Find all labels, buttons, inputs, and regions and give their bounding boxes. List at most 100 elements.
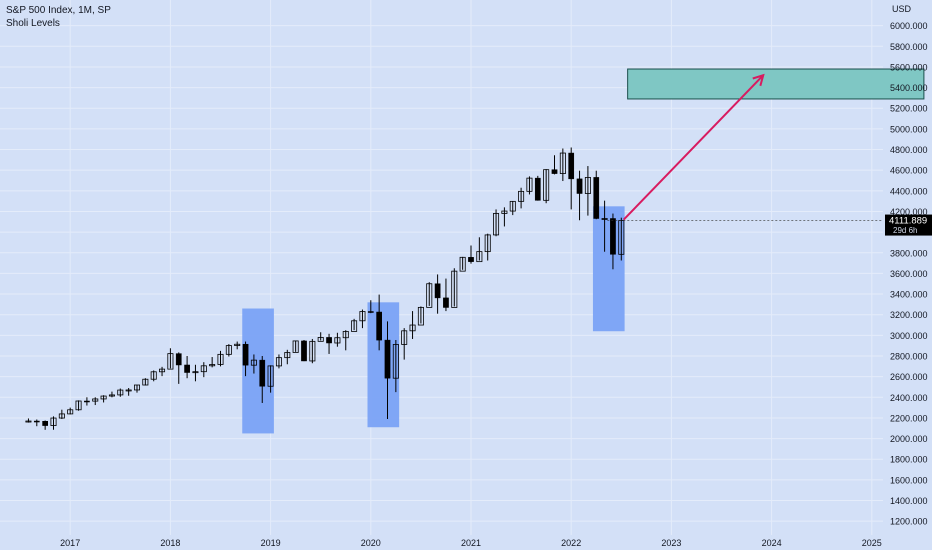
candle-body xyxy=(142,378,149,386)
candle xyxy=(501,207,508,227)
candle-body xyxy=(192,371,199,374)
candle xyxy=(284,349,291,365)
candle-body xyxy=(509,200,516,212)
candle-body xyxy=(292,340,299,353)
candle-body xyxy=(401,330,408,345)
arrow-head xyxy=(752,73,765,87)
candle-body xyxy=(526,177,533,192)
candle xyxy=(259,356,266,403)
candle-body xyxy=(584,177,591,194)
candle-body xyxy=(376,311,382,341)
candle-body xyxy=(334,337,341,344)
candle xyxy=(459,256,466,272)
chart-title[interactable]: S&P 500 Index, 1M, SP xyxy=(6,5,111,16)
price-tick-label: 5400.000 xyxy=(890,83,928,93)
price-tick-label: 2200.000 xyxy=(890,413,928,423)
candle-body xyxy=(200,365,207,373)
projection-overlay xyxy=(607,73,883,221)
price-axis[interactable]: 1200.000 1400.000 1600.000 1800.000 2000.000… xyxy=(885,4,932,527)
candle-body xyxy=(100,395,107,400)
candle xyxy=(359,309,366,329)
time-tick-label: 2023 xyxy=(661,538,681,548)
indicator-label[interactable]: Sholi Levels xyxy=(6,18,60,29)
last-price-tag xyxy=(885,214,932,236)
price-tick-label: 2600.000 xyxy=(890,372,928,382)
candle xyxy=(443,278,449,312)
candle-body xyxy=(209,364,216,367)
candle xyxy=(401,328,408,360)
candle xyxy=(576,170,583,221)
time-tick-label: 2019 xyxy=(261,538,281,548)
price-tick-label: 3000.000 xyxy=(890,331,928,341)
price-tick-label: 3600.000 xyxy=(890,269,928,279)
candle-body xyxy=(309,340,316,362)
time-axis[interactable]: 2017201820192020202120222023202420252026 xyxy=(60,538,932,548)
candle xyxy=(518,187,525,209)
highlight-box xyxy=(367,302,400,428)
candle xyxy=(351,318,358,332)
time-tick-label: 2021 xyxy=(461,538,481,548)
candle xyxy=(417,306,424,326)
candle xyxy=(551,155,558,175)
candle xyxy=(451,268,458,308)
candle-body xyxy=(242,343,249,366)
candle-body xyxy=(133,384,140,391)
price-tick-label: 2400.000 xyxy=(890,393,928,403)
candle-body xyxy=(426,283,433,308)
candle-body xyxy=(451,270,458,308)
candle xyxy=(301,340,307,362)
candle-body xyxy=(275,357,282,367)
candle-body xyxy=(184,364,190,373)
candle-body xyxy=(117,389,124,396)
time-to-close: 29d 6h xyxy=(893,226,917,235)
candle-body xyxy=(108,394,115,397)
candle-body xyxy=(217,353,224,365)
currency-label: USD xyxy=(892,4,912,14)
candle xyxy=(326,333,332,354)
candle xyxy=(175,352,182,384)
candle-body xyxy=(534,177,541,201)
candle-body xyxy=(159,368,166,373)
candle xyxy=(534,175,541,201)
candle-body xyxy=(417,306,424,326)
candle xyxy=(58,409,65,419)
candle-body xyxy=(568,152,575,180)
price-tick-label: 2000.000 xyxy=(890,434,928,444)
candle-body xyxy=(50,417,57,426)
candle xyxy=(192,364,199,382)
candle xyxy=(150,370,157,382)
candle xyxy=(108,391,115,398)
price-tick-label: 2800.000 xyxy=(890,352,928,362)
candle-body xyxy=(125,389,132,392)
candle xyxy=(275,354,282,369)
price-tick-label: 6000.000 xyxy=(890,21,928,31)
time-tick-label: 2018 xyxy=(160,538,180,548)
candle xyxy=(484,233,491,261)
candle-body xyxy=(33,420,40,423)
candle-body xyxy=(234,343,241,346)
candle-body xyxy=(551,169,558,174)
price-tick-label: 1400.000 xyxy=(890,496,928,506)
candle-body xyxy=(493,213,500,236)
candle xyxy=(292,340,299,353)
price-tick-label: 1800.000 xyxy=(890,455,928,465)
price-tick-label: 5200.000 xyxy=(890,104,928,114)
candle-body xyxy=(543,169,550,201)
candle-body xyxy=(359,311,366,322)
candle-body xyxy=(92,398,99,402)
candle xyxy=(584,166,591,216)
candle xyxy=(434,274,441,314)
candle xyxy=(250,354,257,374)
candle-body xyxy=(576,178,583,194)
candle xyxy=(610,213,616,270)
highlight-box xyxy=(592,206,625,332)
highlight-box xyxy=(242,308,274,434)
candle xyxy=(167,348,174,370)
candle xyxy=(426,282,433,308)
candle-body xyxy=(434,283,441,299)
candle-body xyxy=(392,344,399,379)
candle-body xyxy=(593,177,600,219)
price-tick-label: 4800.000 xyxy=(890,145,928,155)
